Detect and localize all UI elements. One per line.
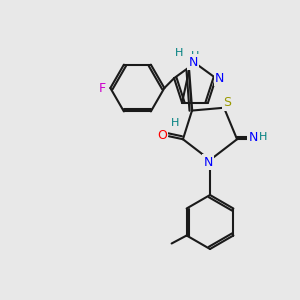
Text: F: F (99, 82, 106, 94)
Text: N: N (248, 131, 258, 144)
Text: S: S (223, 96, 231, 109)
Text: H: H (191, 51, 199, 61)
Text: H: H (259, 132, 267, 142)
Text: H: H (170, 118, 179, 128)
Text: N: N (215, 72, 225, 85)
Text: N: N (203, 155, 213, 169)
Text: H: H (175, 48, 183, 58)
Text: N: N (188, 56, 198, 68)
Text: O: O (157, 129, 167, 142)
